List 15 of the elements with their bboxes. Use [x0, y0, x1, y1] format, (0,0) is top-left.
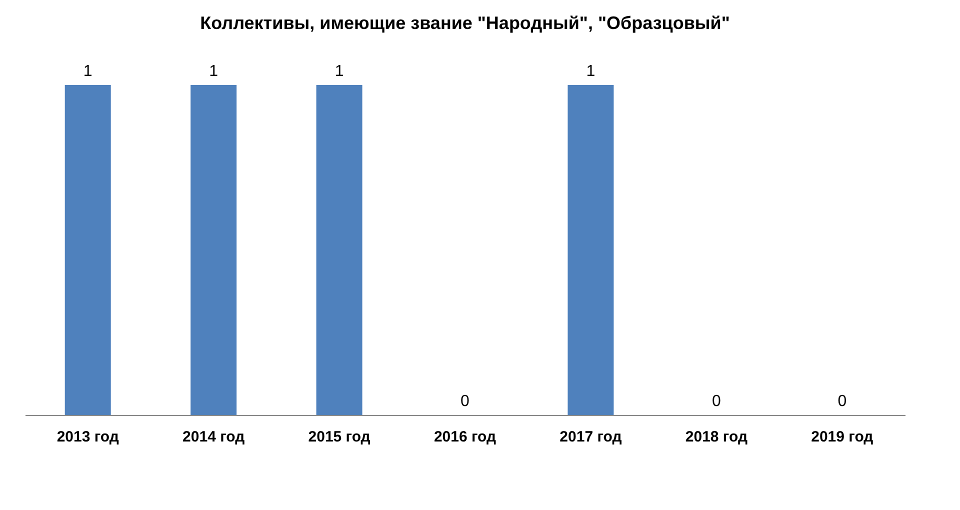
data-label: 0	[460, 393, 470, 410]
data-label: 1	[586, 63, 596, 80]
x-tick-label: 2018 год	[685, 428, 748, 446]
x-tick-label: 2013 год	[56, 428, 120, 446]
x-tick-label: 2016 год	[434, 428, 497, 446]
x-tick-label: 2017 год	[560, 428, 622, 446]
x-tick-label: 2014 год	[182, 428, 246, 446]
data-label: 1	[209, 63, 218, 80]
x-tick-label: 2015 год	[308, 428, 371, 446]
data-label: 1	[334, 63, 344, 80]
data-label: 1	[83, 63, 92, 80]
data-label: 0	[712, 393, 721, 410]
chart-title: Коллективы, имеющие звание "Народный", "Образцовый"	[200, 13, 730, 33]
x-tick-label: 2019 год	[811, 428, 874, 446]
data-label: 0	[838, 393, 847, 410]
